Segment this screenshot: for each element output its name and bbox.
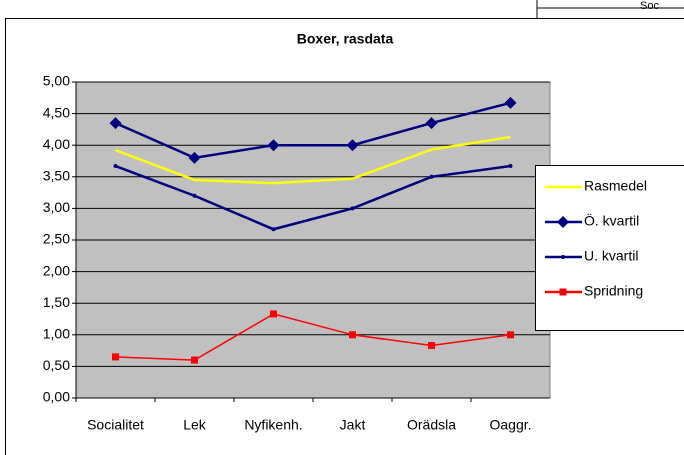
point: [267, 139, 280, 152]
point: [507, 331, 514, 339]
point: [271, 227, 276, 232]
chart-title: Boxer, rasdata: [297, 31, 394, 47]
legend-label: Ö. kvartil: [584, 212, 639, 229]
y-tick-label: 0,00: [43, 389, 70, 405]
legend-label: Spridning: [584, 283, 643, 299]
series-line: [115, 164, 511, 231]
point: [429, 174, 434, 179]
legend-label: Rasmedel: [584, 178, 647, 194]
y-tick-label: 3,50: [43, 168, 70, 184]
x-tick-label: Socialitet: [87, 417, 144, 433]
x-tick-label: Nyfikenh.: [244, 417, 302, 433]
fragment-text: Soc: [640, 0, 659, 12]
y-tick-label: 1,50: [43, 294, 70, 310]
x-tick-label: Oaggr.: [489, 417, 531, 433]
point: [188, 151, 201, 164]
y-tick-label: 2,50: [43, 231, 70, 247]
point: [428, 342, 435, 350]
point: [561, 255, 565, 259]
y-tick-label: 0,50: [43, 357, 70, 373]
y-tick-label: 4,00: [43, 136, 70, 152]
legend: [535, 165, 684, 331]
point: [192, 193, 197, 198]
point: [557, 216, 569, 228]
point: [349, 331, 356, 339]
point: [113, 164, 118, 169]
legend-label: U. kvartil: [584, 248, 638, 264]
series-line: [115, 313, 511, 361]
point: [559, 288, 567, 296]
point: [112, 353, 119, 361]
point: [425, 117, 438, 130]
x-tick-label: Jakt: [340, 417, 366, 433]
y-tick-label: 1,00: [43, 326, 70, 342]
series-line: [115, 135, 511, 185]
point: [504, 96, 517, 109]
point: [508, 164, 513, 169]
y-tick-label: 2,00: [43, 262, 70, 278]
y-tick-label: 4,50: [43, 104, 70, 120]
series-line: [114, 101, 511, 160]
x-tick-label: Lek: [183, 417, 207, 433]
point: [191, 356, 198, 364]
y-tick-label: 5,00: [43, 73, 70, 89]
point: [270, 310, 277, 318]
point: [350, 206, 355, 211]
point: [346, 139, 359, 152]
x-tick-label: Orädsla: [407, 417, 456, 433]
point: [109, 117, 122, 130]
y-tick-label: 3,00: [43, 199, 70, 215]
